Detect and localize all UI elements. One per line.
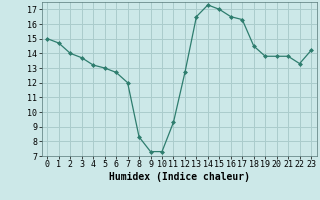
- X-axis label: Humidex (Indice chaleur): Humidex (Indice chaleur): [109, 172, 250, 182]
